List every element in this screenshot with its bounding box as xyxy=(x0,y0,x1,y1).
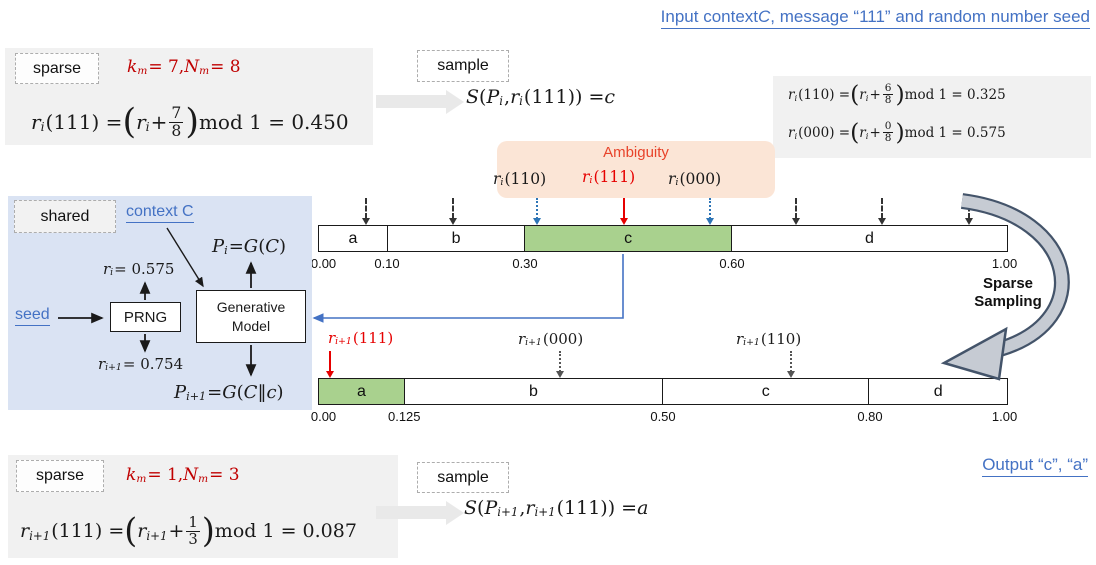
flow-arrow-top xyxy=(376,95,446,108)
top_bar-segment-label-a: a xyxy=(348,229,358,247)
label-ri1-110: r i+1 (110) xyxy=(736,330,802,348)
bottom_bar-segment-label-c: c xyxy=(761,382,770,400)
top_bar-sample-arrowhead-6 xyxy=(878,218,887,225)
top_bar-sample-arrowhead-5 xyxy=(792,218,801,225)
top_bar-segment-a: a xyxy=(319,226,388,251)
sparse-sampling-label: Sparse Sampling xyxy=(974,275,1042,310)
top_bar-sample-arrowhead-0 xyxy=(362,218,371,225)
bottom_bar-sample-arrowhead-2 xyxy=(786,371,795,378)
bottom_bar-segment-label-a: a xyxy=(357,382,366,400)
bottom_bar-tick-0.00: 0.00 xyxy=(310,409,337,424)
bottom_bar-tick-0.80: 0.80 xyxy=(857,409,883,424)
top_bar-tick-0.30: 0.30 xyxy=(512,256,538,271)
context-c-label: context C xyxy=(126,203,194,223)
ambiguity-box: Ambiguity xyxy=(497,141,775,198)
seed-label: seed xyxy=(15,306,50,326)
top_bar-segment-label-d: d xyxy=(864,229,874,247)
top_bar-sample-arrowhead-2 xyxy=(533,218,542,225)
bottom_bar-segment-b: b xyxy=(405,379,663,404)
label-ri1-000: r i+1 (000) xyxy=(518,330,584,348)
sparse-tag-bottom: sparse xyxy=(16,460,104,492)
bottom_bar-tick-0.125: 0.125 xyxy=(387,409,421,424)
bottom_bar-tick-0.50: 0.50 xyxy=(650,409,676,424)
top_bar-segment-b: b xyxy=(387,226,526,251)
sparse-tag-top: sparse xyxy=(15,53,99,84)
top_bar-tick-0.00: 0.00 xyxy=(310,256,337,271)
sample-tag-top: sample xyxy=(417,50,509,82)
bottom_bar-tick-1.00: 1.00 xyxy=(991,409,1018,424)
top_bar-tick-0.60: 0.60 xyxy=(719,256,745,271)
shared-tag: shared xyxy=(14,200,116,233)
top_bar-bar: a b c d xyxy=(318,225,1008,252)
top_bar-sample-arrowhead-3 xyxy=(619,218,628,225)
top_bar-segment-c: c xyxy=(525,226,732,251)
top_bar-segment-label-b: b xyxy=(451,229,461,247)
label-ri1-111: r i+1 (111) xyxy=(328,329,394,347)
top_bar-segment-label-c: c xyxy=(624,229,633,247)
top_bar-tick-1.00: 1.00 xyxy=(991,256,1018,271)
bottom_bar-sample-arrowhead-0 xyxy=(326,371,335,378)
top_bar-sample-arrow-3 xyxy=(622,198,625,219)
bottom-probability-bar: a b c d 0.00 0.125 0.50 0.80 1.00 xyxy=(311,348,1017,428)
top_bar-sample-arrowhead-4 xyxy=(705,218,714,225)
flow-arrow-top-head xyxy=(446,90,464,114)
top_bar-sample-arrow-7 xyxy=(967,198,970,219)
bottom_bar-segment-c: c xyxy=(663,379,870,404)
top-probability-bar: a b c d 0.00 0.10 0.30 0.60 1.00 xyxy=(311,195,1017,275)
generative-model-label: Generative Model xyxy=(216,299,286,334)
top_bar-sample-arrow-1 xyxy=(451,198,454,219)
flow-arrow-bottom-head xyxy=(446,501,464,525)
value-r-i1: r i+1 = 0.754 xyxy=(98,355,184,373)
ambiguity-title: Ambiguity xyxy=(603,144,669,161)
prng-node: PRNG xyxy=(110,302,181,332)
bottom_bar-sample-arrowhead-1 xyxy=(555,371,564,378)
bottom_bar-bar: a b c d xyxy=(318,378,1008,405)
top_bar-sample-arrowhead-1 xyxy=(448,218,457,225)
bottom_bar-segment-a: a xyxy=(319,379,405,404)
bottom_bar-segment-label-d: d xyxy=(933,382,943,400)
top_bar-sample-arrow-6 xyxy=(881,198,884,219)
bottom_bar-sample-arrow-2 xyxy=(789,351,792,372)
bottom_bar-sample-arrow-0 xyxy=(329,351,332,372)
prng-node-label: PRNG xyxy=(123,308,168,326)
top_bar-tick-0.10: 0.10 xyxy=(374,256,400,271)
output-label: Output “c”, “a” xyxy=(982,455,1088,477)
top_bar-sample-arrow-4 xyxy=(708,198,711,219)
sparse-formula-bottom: r i+1 (111) = (r i+1 + 1 3) mod 1 = 0.087 xyxy=(20,510,357,550)
sample-tag-top-label: sample xyxy=(437,57,489,74)
generative-model-node: Generative Model xyxy=(196,290,306,343)
flow-arrow-bottom xyxy=(376,506,446,519)
bottom_bar-segment-d: d xyxy=(869,379,1007,404)
bottom_bar-segment-label-b: b xyxy=(529,382,538,400)
top_bar-sample-arrow-0 xyxy=(365,198,368,219)
top_bar-sample-arrow-5 xyxy=(795,198,798,219)
top_bar-sample-arrowhead-7 xyxy=(964,218,973,225)
sample-tag-bottom: sample xyxy=(417,462,509,493)
top_bar-sample-arrow-2 xyxy=(536,198,539,219)
bottom_bar-sample-arrow-1 xyxy=(558,351,561,372)
sparse-tag-bottom-label: sparse xyxy=(35,467,85,484)
top_bar-segment-d: d xyxy=(731,226,1007,251)
sample-tag-bottom-label: sample xyxy=(437,468,489,486)
shared-tag-label: shared xyxy=(40,207,90,225)
header-input-context-label: Input context C, message “111” and rando… xyxy=(660,7,1090,29)
sparse-tag-top-label: sparse xyxy=(32,59,82,77)
